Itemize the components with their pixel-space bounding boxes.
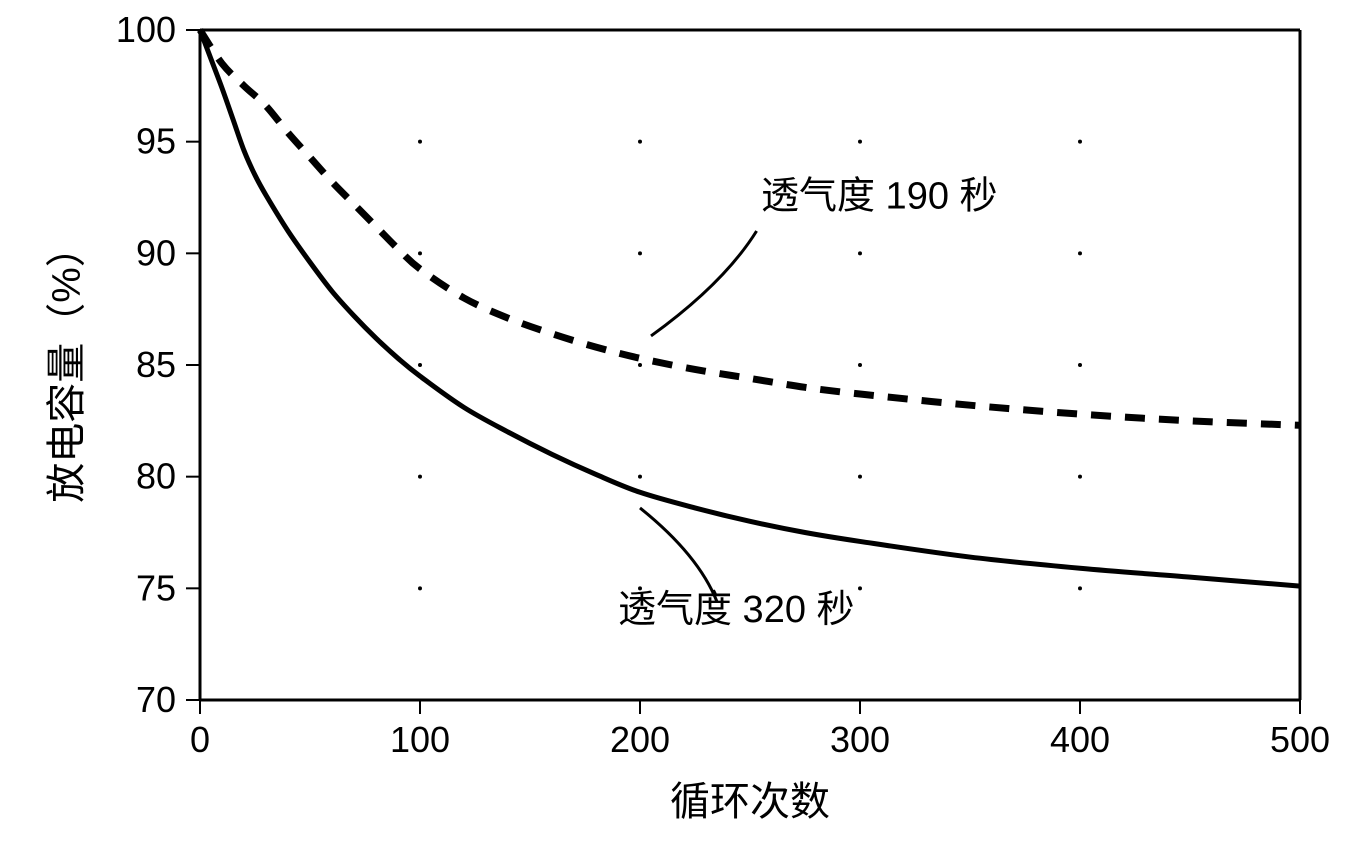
x-tick-label: 300 <box>830 719 890 760</box>
leader-line <box>651 231 757 336</box>
x-tick-label: 500 <box>1270 719 1330 760</box>
leader-line <box>640 508 717 602</box>
grid-dot <box>858 251 862 255</box>
grid-dot <box>638 251 642 255</box>
x-axis-label: 循环次数 <box>670 780 830 824</box>
grid-dot <box>1078 363 1082 367</box>
series-透气度190秒 <box>200 30 1300 425</box>
y-axis: 70 75 80 85 90 95 100 <box>116 9 200 720</box>
grid-dot <box>1078 586 1082 590</box>
chart-container: 70 75 80 85 90 95 100 0 100 200 300 400 500 透气度 190… <box>0 0 1349 859</box>
grid-dot <box>1078 140 1082 144</box>
x-tick-label: 100 <box>390 719 450 760</box>
series-label: 透气度 190 秒 <box>761 176 998 218</box>
grid-dot <box>858 363 862 367</box>
line-chart: 70 75 80 85 90 95 100 0 100 200 300 400 500 透气度 190… <box>0 0 1349 859</box>
y-tick-label: 80 <box>136 456 176 497</box>
grid-dot <box>1078 475 1082 479</box>
y-tick-label: 85 <box>136 344 176 385</box>
grid-dot <box>418 586 422 590</box>
grid-dot <box>418 140 422 144</box>
grid-dot <box>858 475 862 479</box>
grid-dot <box>858 586 862 590</box>
y-axis-label: 放电容量（%） <box>45 227 89 503</box>
y-tick-label: 70 <box>136 679 176 720</box>
series-透气度320秒 <box>200 30 1300 586</box>
grid-dot <box>638 363 642 367</box>
y-tick-label: 90 <box>136 232 176 273</box>
x-tick-label: 400 <box>1050 719 1110 760</box>
grid-dot <box>418 251 422 255</box>
x-tick-label: 0 <box>190 719 210 760</box>
grid-dot <box>858 140 862 144</box>
y-tick-label: 100 <box>116 9 176 50</box>
series-group <box>200 30 1300 586</box>
x-tick-label: 200 <box>610 719 670 760</box>
grid-dot <box>1078 251 1082 255</box>
grid-dot <box>418 363 422 367</box>
grid-dot <box>418 475 422 479</box>
y-tick-label: 95 <box>136 121 176 162</box>
series-label: 透气度 320 秒 <box>618 589 855 631</box>
grid-dot <box>638 140 642 144</box>
grid-dot <box>638 475 642 479</box>
y-tick-label: 75 <box>136 567 176 608</box>
x-axis: 0 100 200 300 400 500 <box>190 700 1330 760</box>
